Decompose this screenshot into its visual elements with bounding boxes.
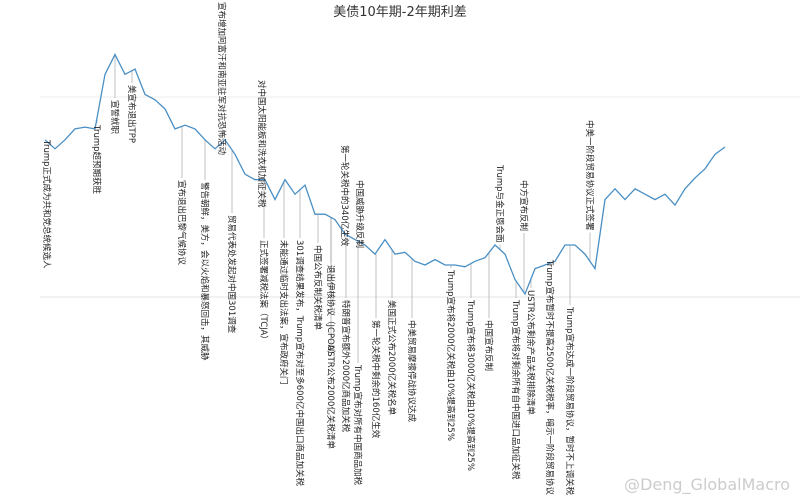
annotation: 宣布退出巴黎气候协议 bbox=[176, 180, 187, 266]
annotation: Trump宣布将2000亿关税由10%提高到25% bbox=[445, 269, 456, 441]
annotation: Trump宣布将3000亿关税由10%提高到25% bbox=[465, 299, 476, 471]
annotation: 中美贸易摩擦停战协议达成 bbox=[406, 320, 417, 423]
annotation: 中国宣布反制 bbox=[483, 320, 494, 371]
annotation: Trump宣布对所有中国商品加税 bbox=[352, 364, 363, 486]
watermark: @Deng_GlobalMacro bbox=[624, 475, 790, 495]
annotation: 特朗普宣布额外2000亿商品加关税 bbox=[340, 300, 351, 433]
annotation: 退出伊核协议（JCPOA） bbox=[325, 265, 336, 359]
annotation: Trump宣布暂时不提高2500亿关税税率，暗示一阶段贸易协议 bbox=[544, 259, 555, 496]
chart-title: 美债10年期-2年期利差 bbox=[333, 5, 467, 20]
annotation: 宣布增加阿富汗和南亚驻军对抗恐怖活动 bbox=[216, 2, 227, 156]
annotation: Trump与金正恩会面 bbox=[494, 164, 505, 243]
annotation: 中国威胁升级反制 bbox=[354, 180, 365, 248]
annotation: 警告朝鲜，美方，会以火焰和暴怒回击，其威胁 bbox=[199, 182, 210, 361]
annotation: 第一轮关税中剩余的160亿生效 bbox=[370, 320, 381, 439]
annotation: 未能通过临时支出法案，宣布政府关门 bbox=[278, 240, 289, 385]
annotation: Trump正式成为共和党总统候选人 bbox=[41, 139, 52, 269]
annotation: 贸易代表处发起对中国301调查 bbox=[226, 215, 237, 334]
annotation: Trump超预期获胜 bbox=[91, 124, 102, 195]
annotation: 第一轮关税中的340亿生效 bbox=[339, 145, 350, 247]
annotation: 中国公布反制关税清单 bbox=[312, 245, 323, 331]
annotation: 宣誓就职 bbox=[109, 100, 120, 135]
annotation: USTR公布剩余产品关税排除清单 bbox=[525, 290, 536, 415]
annotation: 对中国太阳能板和洗衣机加征关税 bbox=[256, 80, 267, 208]
annotation: 中方宣布反制 bbox=[518, 180, 529, 231]
annotation: Trump宣布将对剩余所有自中国进口品加征关税 bbox=[510, 299, 521, 480]
annotation: 美宣布退出TPP bbox=[126, 85, 137, 143]
series-line bbox=[44, 53, 726, 296]
annotation: Trump宣布达成一阶段贸易协议，暂时不上调关税 bbox=[564, 306, 575, 496]
annotation: 美国正式公布2000亿关税名单 bbox=[386, 300, 397, 416]
annotation: USTR公布2000亿关税清单 bbox=[325, 345, 336, 449]
annotation: 中美一阶段贸易协议正式签署 bbox=[584, 120, 595, 231]
annotation: 正式签署减税法案（TCJA） bbox=[258, 240, 269, 344]
annotation: 301调查结果发布，Trump宣布对至多600亿中国出口商品加关税 bbox=[294, 240, 305, 486]
